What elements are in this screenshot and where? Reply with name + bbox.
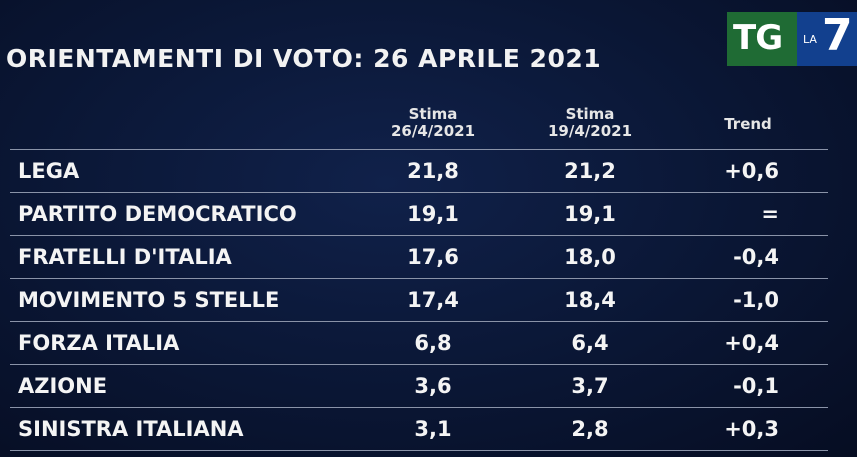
row-label: LEGA bbox=[18, 159, 80, 183]
row-separator bbox=[10, 235, 828, 236]
row-label: SINISTRA ITALIANA bbox=[18, 417, 244, 441]
cell: 3,1 bbox=[414, 417, 452, 441]
row-label: MOVIMENTO 5 STELLE bbox=[18, 288, 280, 312]
cell: 19,1 bbox=[407, 202, 459, 226]
cell: 17,6 bbox=[407, 245, 459, 269]
column-header: 26/4/2021 bbox=[390, 122, 476, 140]
trend-cell: +0,4 bbox=[724, 331, 779, 355]
logo-text: LA bbox=[803, 33, 817, 46]
trend-cell: +0,3 bbox=[724, 417, 779, 441]
cell: 18,4 bbox=[564, 288, 616, 312]
row-label: PARTITO DEMOCRATICO bbox=[18, 202, 297, 226]
logo-text: 7 bbox=[822, 10, 853, 61]
trend-cell: -1,0 bbox=[733, 288, 779, 312]
cell: 3,7 bbox=[571, 374, 609, 398]
title: ORIENTAMENTI DI VOTO: 26 APRILE 2021 bbox=[6, 44, 602, 73]
cell: 2,8 bbox=[571, 417, 609, 441]
column-header: 19/4/2021 bbox=[547, 122, 633, 140]
row-separator bbox=[10, 321, 828, 322]
cell: 19,1 bbox=[564, 202, 616, 226]
column-header: Stima bbox=[565, 105, 615, 123]
cell: 6,8 bbox=[414, 331, 452, 355]
row-separator bbox=[10, 149, 828, 150]
row-label: FRATELLI D'ITALIA bbox=[18, 245, 232, 269]
row-label: AZIONE bbox=[18, 374, 108, 398]
cell: 18,0 bbox=[564, 245, 616, 269]
row-separator bbox=[10, 192, 828, 193]
trend-cell: = bbox=[761, 202, 779, 226]
cell: 3,6 bbox=[414, 374, 452, 398]
logo-green bbox=[727, 12, 797, 66]
trend-cell: +0,6 bbox=[724, 159, 779, 183]
row-separator bbox=[10, 278, 828, 279]
trend-cell: -0,1 bbox=[733, 374, 779, 398]
cell: 17,4 bbox=[407, 288, 459, 312]
row-separator bbox=[10, 407, 828, 408]
row-label: FORZA ITALIA bbox=[18, 331, 180, 355]
column-header: Stima bbox=[408, 105, 458, 123]
row-separator bbox=[10, 364, 828, 365]
row-separator bbox=[10, 450, 828, 451]
trend-cell: -0,4 bbox=[733, 245, 779, 269]
cell: 21,8 bbox=[407, 159, 459, 183]
logo-blue bbox=[797, 12, 857, 66]
cell: 21,2 bbox=[564, 159, 616, 183]
column-header: Trend bbox=[724, 115, 772, 133]
logo-text: TG bbox=[733, 18, 783, 58]
cell: 6,4 bbox=[571, 331, 609, 355]
